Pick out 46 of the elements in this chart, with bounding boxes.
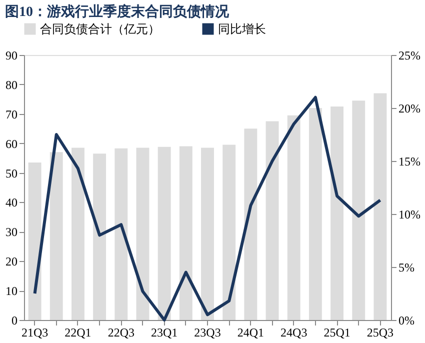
line-series xyxy=(33,96,382,322)
bar xyxy=(352,100,366,320)
y2-tick-label: 0% xyxy=(398,314,414,328)
y-tick-label: 50 xyxy=(6,166,18,180)
bar xyxy=(114,148,128,320)
bar xyxy=(50,152,63,320)
y-tick-label: 20 xyxy=(6,254,18,269)
bar xyxy=(308,108,322,320)
y2-tick-label: 10% xyxy=(398,208,420,222)
x-tick-label: 24Q3 xyxy=(280,326,308,340)
bar xyxy=(374,93,387,320)
y-tick-label: 80 xyxy=(6,78,18,92)
bar xyxy=(287,115,300,320)
x-tick-label: 24Q1 xyxy=(237,326,264,340)
y2-tick-label: 15% xyxy=(398,154,420,168)
y-tick-label: 10 xyxy=(6,284,18,298)
y-tick-label: 60 xyxy=(6,136,18,151)
bar xyxy=(179,146,192,320)
y-tick-label: 0 xyxy=(12,314,18,328)
x-tick-label: 22Q1 xyxy=(64,326,92,340)
chart-title: 图10：游戏行业季度末合同负债情况 xyxy=(5,3,230,20)
y2-tick-label: 25% xyxy=(398,48,420,62)
y-tick-label: 30 xyxy=(6,225,18,240)
bar xyxy=(266,121,279,320)
bar xyxy=(222,144,236,320)
bar xyxy=(330,106,344,320)
x-tick-label: 25Q1 xyxy=(324,326,350,340)
y-tick-label: 90 xyxy=(6,48,18,62)
y2-tick-label: 20% xyxy=(398,102,420,116)
y-tick-label: 70 xyxy=(6,107,18,122)
bar xyxy=(136,148,150,320)
bar xyxy=(201,148,214,320)
x-tick-label: 22Q3 xyxy=(108,326,134,340)
bar xyxy=(93,154,106,320)
bar xyxy=(71,148,84,320)
bar xyxy=(28,162,42,320)
x-tick-label: 21Q3 xyxy=(21,326,48,340)
x-tick-label: 23Q3 xyxy=(194,326,221,340)
y-tick-label: 40 xyxy=(6,196,18,210)
bar xyxy=(244,128,258,320)
legend-label: 同比增长 xyxy=(218,22,266,36)
x-tick-label: 25Q3 xyxy=(366,326,394,340)
bar xyxy=(158,146,171,320)
legend-label: 合同负债合计（亿元） xyxy=(40,22,160,36)
x-tick-label: 23Q1 xyxy=(150,326,178,340)
y2-tick-label: 5% xyxy=(398,260,414,274)
